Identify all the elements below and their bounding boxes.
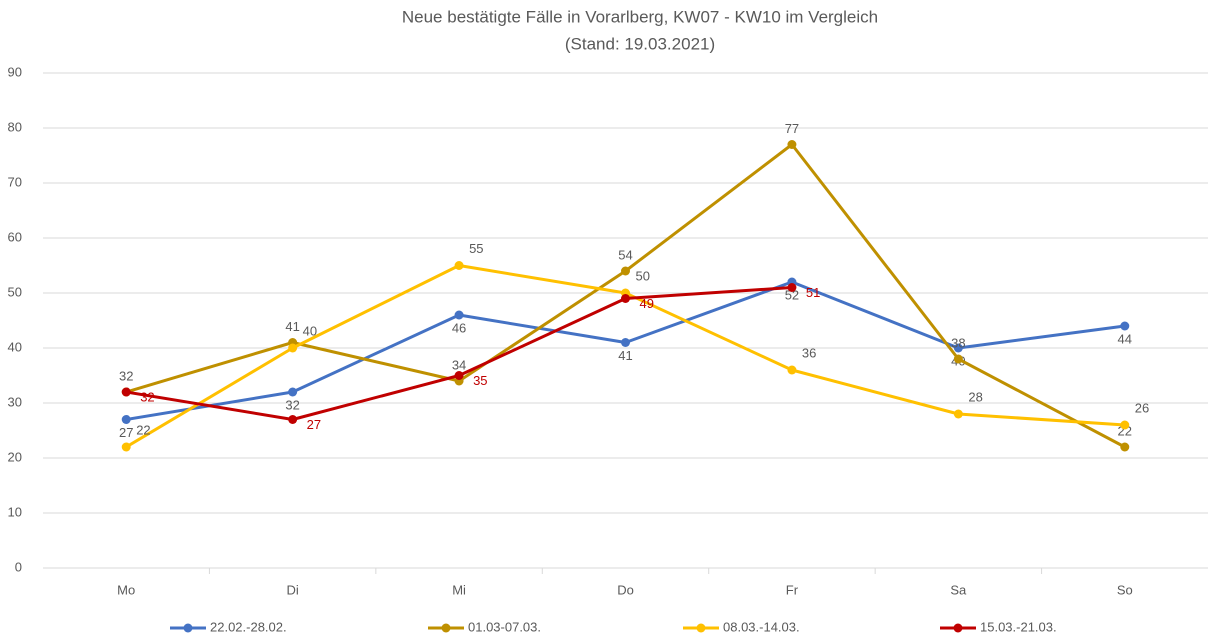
series-point bbox=[621, 338, 630, 347]
chart-subtitle: (Stand: 19.03.2021) bbox=[565, 34, 715, 53]
data-label: 50 bbox=[636, 268, 650, 283]
series-point bbox=[621, 294, 630, 303]
series-point bbox=[454, 261, 464, 270]
y-tick-label: 50 bbox=[8, 284, 22, 299]
data-label: 36 bbox=[802, 345, 816, 360]
x-tick-label: Sa bbox=[950, 582, 967, 597]
x-tick-label: Di bbox=[287, 582, 299, 597]
data-label: 35 bbox=[473, 373, 487, 388]
series-point bbox=[787, 365, 797, 375]
series-line bbox=[125, 286, 793, 421]
data-label: 49 bbox=[640, 296, 654, 311]
series-point bbox=[1120, 321, 1130, 331]
legend-marker bbox=[696, 623, 706, 633]
series-point bbox=[288, 387, 298, 397]
data-label: 41 bbox=[285, 319, 299, 334]
series-point bbox=[454, 310, 464, 320]
data-label: 77 bbox=[785, 121, 799, 136]
y-tick-label: 80 bbox=[8, 119, 22, 134]
data-label: 32 bbox=[119, 368, 133, 383]
series-point bbox=[454, 371, 464, 380]
data-label: 55 bbox=[469, 241, 483, 256]
x-tick-label: Mo bbox=[117, 582, 135, 597]
series-point bbox=[787, 140, 797, 149]
legend-label: 01.03-07.03. bbox=[468, 619, 541, 634]
legend-marker bbox=[183, 623, 193, 633]
series-point bbox=[1120, 442, 1130, 452]
series-point bbox=[953, 409, 963, 419]
y-tick-label: 20 bbox=[8, 449, 22, 464]
y-tick-label: 70 bbox=[8, 174, 22, 189]
x-tick-label: So bbox=[1117, 582, 1133, 597]
series-point bbox=[787, 283, 797, 292]
x-tick-label: Mi bbox=[452, 582, 466, 597]
data-label: 52 bbox=[785, 287, 799, 302]
y-tick-label: 90 bbox=[8, 64, 22, 79]
series-point bbox=[953, 354, 963, 364]
legend-label: 15.03.-21.03. bbox=[980, 619, 1057, 634]
x-tick-label: Do bbox=[617, 582, 634, 597]
y-tick-label: 60 bbox=[8, 229, 22, 244]
data-label: 27 bbox=[307, 417, 321, 432]
y-tick-label: 30 bbox=[8, 394, 22, 409]
data-label: 27 bbox=[119, 425, 133, 440]
series-point bbox=[953, 343, 963, 353]
series-point bbox=[288, 343, 298, 353]
data-label: 44 bbox=[1118, 331, 1132, 346]
data-label: 32 bbox=[285, 397, 299, 412]
legend-label: 08.03.-14.03. bbox=[723, 619, 800, 634]
data-label: 22 bbox=[136, 422, 150, 437]
data-label: 26 bbox=[1135, 400, 1149, 415]
data-label: 32 bbox=[140, 389, 154, 404]
series-point bbox=[1120, 420, 1130, 430]
data-label: 28 bbox=[968, 389, 982, 404]
data-label: 40 bbox=[303, 323, 317, 338]
data-label: 51 bbox=[806, 285, 820, 300]
data-label: 46 bbox=[452, 320, 466, 335]
legend-marker bbox=[441, 623, 451, 633]
legend-label: 22.02.-28.02. bbox=[210, 619, 287, 634]
series-point bbox=[121, 442, 131, 452]
data-label: 41 bbox=[618, 348, 632, 363]
legend-marker bbox=[953, 623, 963, 633]
x-tick-label: Fr bbox=[786, 582, 799, 597]
series-point bbox=[121, 415, 131, 424]
data-label: 38 bbox=[951, 335, 965, 350]
data-label: 54 bbox=[618, 247, 632, 262]
y-tick-label: 40 bbox=[8, 339, 22, 354]
data-label: 34 bbox=[452, 357, 466, 372]
chart-title: Neue bestätigte Fälle in Vorarlberg, KW0… bbox=[402, 7, 878, 26]
series-point bbox=[621, 266, 630, 276]
y-tick-label: 0 bbox=[15, 559, 22, 574]
series-point bbox=[288, 415, 298, 424]
y-tick-label: 10 bbox=[8, 504, 22, 519]
series-point bbox=[121, 387, 131, 397]
